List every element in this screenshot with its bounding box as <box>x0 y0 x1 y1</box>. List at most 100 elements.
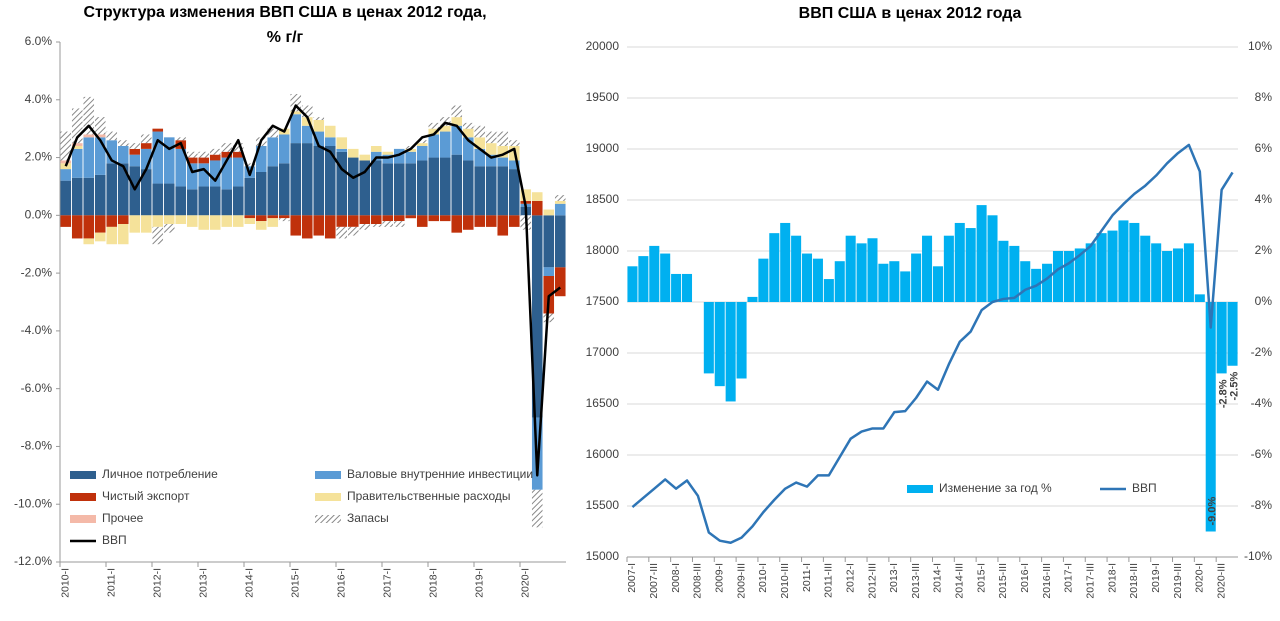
bar <box>462 122 474 129</box>
bar <box>140 148 152 170</box>
y2-tick-label: -6% <box>1251 447 1273 461</box>
bar <box>198 163 210 187</box>
x-tick-label: 2007-III <box>648 563 660 599</box>
x-tick-label: 2018-III <box>1128 563 1140 599</box>
legend-swatch <box>315 515 341 523</box>
bar <box>359 215 371 224</box>
bar <box>382 151 394 155</box>
bar <box>554 195 566 201</box>
bar <box>94 232 106 242</box>
bar <box>140 143 152 149</box>
bar <box>462 137 474 161</box>
bar <box>405 151 417 164</box>
bar <box>681 273 693 302</box>
legend-swatch <box>70 471 96 479</box>
bar <box>543 215 555 268</box>
x-tick-label: 2015-III <box>997 563 1009 599</box>
bar <box>531 200 543 216</box>
bar <box>255 146 267 172</box>
bar <box>221 189 233 216</box>
legend-label: Валовые внутренние инвестиции <box>347 467 533 481</box>
bar <box>106 140 118 164</box>
bar <box>163 215 175 224</box>
bar <box>117 224 129 245</box>
bar <box>313 215 325 236</box>
bar <box>152 215 164 227</box>
y2-tick-label: -8% <box>1251 498 1273 512</box>
bar <box>129 166 141 216</box>
bar <box>1227 302 1238 366</box>
legend-swatch <box>70 515 96 523</box>
bar <box>736 302 747 379</box>
y-tick-label: 17000 <box>586 345 620 359</box>
bar <box>543 267 555 276</box>
bar <box>451 105 463 118</box>
bar <box>60 215 72 227</box>
bar <box>416 143 428 146</box>
bar <box>255 172 267 216</box>
bar <box>405 163 417 216</box>
bar <box>209 186 221 216</box>
x-tick-label: 2020-I <box>1194 563 1206 593</box>
bar <box>106 226 118 245</box>
legend-label: Прочее <box>102 511 144 525</box>
bar <box>508 160 520 170</box>
bar <box>359 224 371 230</box>
bar <box>186 189 198 216</box>
chart-title: % г/г <box>267 29 304 46</box>
bar <box>802 253 813 302</box>
x-tick-label: 2011-I <box>106 568 118 597</box>
bar <box>823 279 834 302</box>
y-tick-label: 20000 <box>586 39 620 53</box>
bar <box>301 125 313 144</box>
bar <box>313 120 325 132</box>
bar <box>725 302 736 402</box>
bar <box>474 125 486 138</box>
bar <box>554 200 566 204</box>
bar <box>462 128 474 138</box>
bar <box>175 148 187 187</box>
bar <box>497 157 509 167</box>
bar <box>221 151 233 158</box>
legend-label: Изменение за год % <box>939 481 1052 495</box>
bar <box>278 218 290 222</box>
bar <box>393 148 405 164</box>
x-tick-label: 2008-III <box>692 563 704 599</box>
bar <box>508 140 520 146</box>
bar <box>129 215 141 233</box>
bar <box>244 163 256 167</box>
bar <box>714 302 725 387</box>
bar <box>791 235 802 302</box>
bar <box>267 218 279 227</box>
bar <box>531 215 543 418</box>
bar <box>1118 220 1129 302</box>
x-tick-label: 2019-I <box>1150 563 1162 593</box>
bar <box>290 114 302 144</box>
bar <box>543 313 555 323</box>
bar <box>1107 230 1118 302</box>
bar <box>106 131 118 141</box>
bar <box>209 154 221 161</box>
y-tick-label: 16500 <box>586 396 620 410</box>
y-tick-label: 18000 <box>586 243 620 257</box>
chart-title: Структура изменения ВВП США в ценах 2012… <box>83 4 486 21</box>
y-tick-label: -2.0% <box>21 265 53 279</box>
bar <box>543 209 555 216</box>
bar <box>186 163 198 190</box>
bar <box>416 215 428 227</box>
bar <box>117 215 129 224</box>
bar <box>1020 261 1031 302</box>
bar <box>221 143 233 152</box>
bar <box>405 148 417 152</box>
bar <box>278 215 290 219</box>
x-tick-label: 2018-I <box>428 568 440 598</box>
y-tick-label: 17500 <box>586 294 620 308</box>
bar <box>497 215 509 236</box>
bar <box>462 215 474 230</box>
legend-label: Запасы <box>347 511 389 525</box>
chart-title: ВВП США в ценах 2012 года <box>799 5 1022 22</box>
y2-tick-label: 4% <box>1255 192 1273 206</box>
bar <box>1183 243 1194 302</box>
legend-swatch <box>907 485 933 493</box>
bar <box>290 215 302 236</box>
